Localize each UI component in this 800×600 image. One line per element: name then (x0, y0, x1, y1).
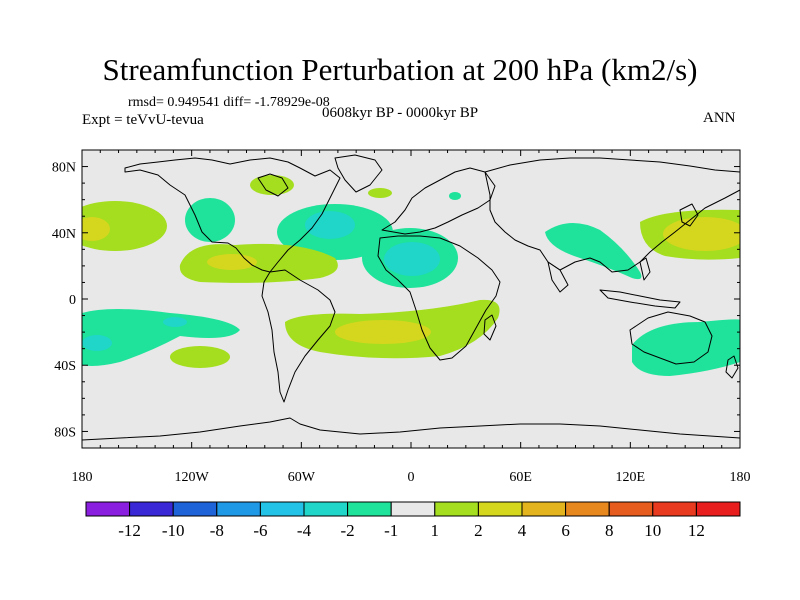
axis-ticks (81, 150, 741, 448)
anomaly-west-atlantic-neg (185, 198, 235, 242)
lat-tick-label: 40S (54, 359, 76, 374)
colorbar-label: -8 (210, 521, 224, 540)
coastline-greenland (334, 154, 383, 193)
colorbar-swatch (477, 501, 523, 517)
colorbar-swatch (129, 501, 174, 517)
colorbar-swatch (347, 501, 392, 517)
colorbar-label: -12 (118, 521, 141, 540)
colorbar-swatch (695, 501, 741, 517)
season-label: ANN (703, 110, 736, 126)
colorbar (85, 501, 741, 517)
coastline-japan (679, 203, 699, 227)
period-label: 0608kyr BP - 0000kyr BP (322, 105, 479, 121)
lon-tick-label: 180 (730, 470, 751, 485)
anomaly-caribbean-pos (179, 243, 338, 283)
axis-tick-labels: 80N 40N 0 40S 80S 180 120W 60W 0 60E 120E 180 (52, 161, 751, 485)
colorbar-swatch (565, 501, 610, 517)
anomaly-north-pacific-west-core (82, 217, 110, 241)
coastline-new-zealand (725, 355, 739, 379)
anomaly-caribbean-pos-core (207, 254, 257, 270)
colorbar-swatch (434, 501, 479, 517)
lat-tick-label: 0 (69, 293, 76, 308)
anomaly-north-pacific-west (82, 201, 167, 251)
colorbar-label: 8 (605, 521, 614, 540)
colorbar-swatch (216, 501, 261, 517)
anomaly-north-atlantic-neg-core (305, 211, 355, 239)
coastline-europe (381, 167, 496, 235)
colorbar-label: 12 (688, 521, 705, 540)
colorbar-label: 4 (518, 521, 527, 540)
colorbar-labels: -12 -10 -8 -6 -4 -2 -1 1 2 4 6 8 10 12 (118, 521, 705, 540)
colorbar-swatch (390, 501, 436, 517)
coastline-africa (377, 235, 501, 361)
colorbar-label: -6 (253, 521, 267, 540)
colorbar-label: -1 (384, 521, 398, 540)
coastline-south-america (261, 269, 336, 403)
colorbar-swatch (521, 501, 567, 517)
lon-tick-label: 120W (175, 470, 210, 485)
lat-tick-label: 40N (52, 227, 76, 242)
colorbar-label: -2 (341, 521, 355, 540)
coastline-north-america (124, 157, 341, 273)
lon-tick-label: 120E (616, 470, 646, 485)
colorbar-swatch (608, 501, 654, 517)
anomaly-canada-pos (250, 175, 294, 195)
contour-fill-layer (82, 175, 740, 376)
colorbar-swatch (259, 501, 305, 517)
colorbar-label: 6 (561, 521, 570, 540)
anomaly-arctic-pos (368, 188, 392, 198)
colorbar-swatch (303, 501, 349, 517)
colorbar-swatch (652, 501, 697, 517)
colorbar-label: 10 (644, 521, 661, 540)
stats-line: rmsd= 0.949541 diff= -1.78929e-08 (128, 95, 330, 110)
coastline-philippines (639, 257, 651, 281)
colorbar-label: -4 (297, 521, 312, 540)
lon-tick-label: 0 (408, 470, 415, 485)
lat-tick-label: 80S (54, 425, 76, 440)
anomaly-south-pacific-neg (82, 309, 240, 366)
anomaly-asia-neg (545, 222, 642, 280)
map-background (82, 150, 740, 448)
lat-tick-label: 80N (52, 161, 76, 176)
coastline-asia (484, 157, 740, 273)
coastline-hudson-bay (257, 173, 289, 197)
colorbar-swatch (172, 501, 218, 517)
lon-tick-label: 60W (288, 470, 316, 485)
anomaly-south-atlantic-pos-core (335, 320, 431, 344)
coastline-australia (629, 311, 713, 365)
colorbar-swatch (85, 501, 131, 517)
anomaly-south-pacific-pos (170, 346, 230, 368)
experiment-label: Expt = teVvU-tevua (82, 112, 204, 128)
coastline-layer (82, 154, 740, 441)
colorbar-label: -10 (162, 521, 185, 540)
anomaly-south-pacific-neg-core-2 (163, 317, 187, 327)
coastline-indonesia (599, 289, 681, 309)
coastline-madagascar (483, 314, 497, 341)
anomaly-nw-pacific-pos-core (663, 217, 740, 251)
lon-tick-label: 180 (72, 470, 93, 485)
anomaly-africa-neg-core (384, 242, 440, 276)
lon-tick-label: 60E (509, 470, 532, 485)
anomaly-south-pacific-neg-core-1 (82, 335, 112, 351)
colorbar-label: 1 (431, 521, 440, 540)
anomaly-eurasia-neg-small (449, 192, 461, 200)
coastline-antarctica (82, 417, 740, 441)
plot-title: Streamfunction Perturbation at 200 hPa (… (102, 52, 698, 87)
colorbar-label: 2 (474, 521, 483, 540)
coastline-india (547, 261, 569, 293)
anomaly-australia-neg (632, 319, 740, 376)
